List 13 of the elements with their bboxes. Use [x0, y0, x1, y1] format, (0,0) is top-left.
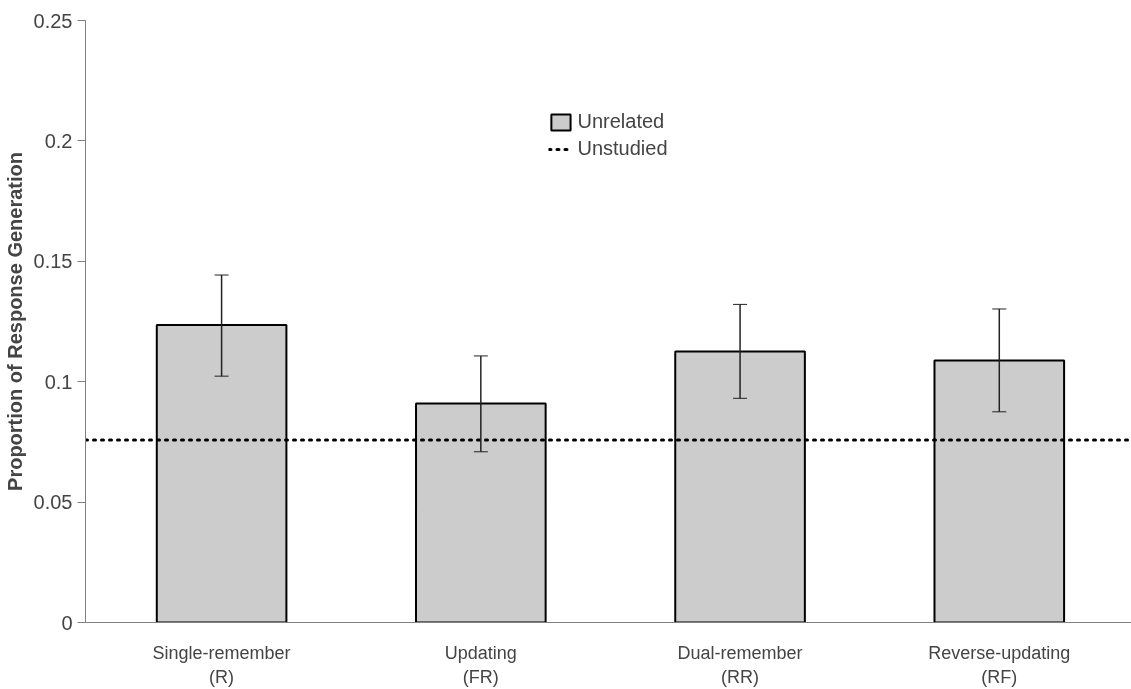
legend-label: Unrelated	[577, 110, 665, 133]
x-tick-label: Single-remember (R)	[152, 642, 291, 687]
y-tick-label: 0.2	[44, 129, 73, 152]
y-axis-title: Proportion of Response Generation	[3, 152, 26, 491]
y-tick-label: 0.05	[33, 491, 73, 514]
x-tick-label: Dual-remember (RR)	[677, 642, 803, 687]
x-tick-label: Reverse-updating (RF)	[928, 642, 1071, 687]
y-tick-label: 0	[61, 611, 73, 634]
y-tick-label: 0.15	[33, 250, 73, 273]
y-tick-label: 0.1	[44, 370, 73, 393]
x-tick-label: Updating (FR)	[444, 642, 517, 687]
y-tick-label: 0.25	[33, 9, 73, 32]
legend-label: Unstudied	[577, 137, 668, 160]
